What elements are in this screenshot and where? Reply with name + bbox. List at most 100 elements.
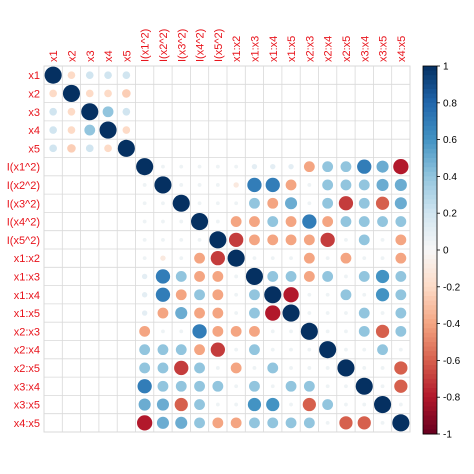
correlation-circle (395, 325, 407, 337)
correlation-circle (209, 231, 227, 249)
colorbar-segment (423, 424, 437, 430)
correlation-circle (161, 164, 165, 169)
colorbar-segment (423, 383, 437, 389)
colorbar-tick-label: 0.8 (443, 98, 457, 109)
colorbar-segment (423, 397, 437, 403)
correlation-circle (234, 347, 239, 352)
correlation-circle (249, 344, 260, 356)
correlation-circle (99, 121, 117, 139)
correlation-circle (289, 347, 293, 352)
correlation-circle (49, 126, 57, 134)
correlation-circle (122, 71, 131, 79)
correlation-circle (179, 183, 184, 187)
colorbar-segment (423, 121, 437, 127)
correlation-circle (355, 377, 373, 395)
colorbar-segment (423, 365, 437, 371)
correlation-circle (247, 397, 262, 412)
column-label: x1 (48, 50, 60, 62)
correlation-circle (377, 344, 388, 356)
correlation-circle (175, 344, 187, 356)
correlation-circle (67, 71, 76, 79)
correlation-circle (215, 366, 220, 370)
correlation-circle (376, 160, 389, 173)
colorbar-segment (423, 250, 437, 256)
colorbar-segment (423, 342, 437, 348)
correlation-circle (302, 214, 317, 229)
correlation-circle (227, 249, 245, 267)
correlation-circle (264, 286, 282, 304)
correlation-circle (172, 194, 190, 212)
correlation-circle (307, 292, 312, 297)
correlation-circle (307, 311, 312, 315)
correlation-circle (210, 251, 226, 266)
colorbar-segment (423, 181, 437, 187)
correlation-circle (375, 324, 390, 338)
correlation-circle (266, 397, 280, 412)
colorbar-segment (423, 208, 437, 214)
colorbar-segment (423, 158, 437, 164)
colorbar-segment (423, 277, 437, 283)
colorbar-segment (423, 70, 437, 76)
correlation-circle (234, 384, 239, 389)
colorbar-segment (423, 190, 437, 196)
row-label: x1:x2 (14, 253, 40, 265)
correlation-circle (380, 366, 385, 370)
correlation-circle (212, 417, 224, 429)
correlation-circle (194, 417, 205, 429)
correlation-circle (175, 289, 187, 301)
row-label: I(x2^2) (7, 180, 40, 192)
correlation-circle (142, 219, 147, 224)
correlation-circle (249, 325, 260, 337)
correlation-circle (303, 234, 315, 246)
correlation-circle (303, 161, 315, 173)
correlation-circle (161, 201, 165, 206)
correlation-circle (137, 379, 152, 394)
correlation-circle (265, 305, 281, 321)
correlation-circle (394, 178, 407, 191)
correlation-circle (139, 362, 151, 374)
correlation-circle (122, 126, 131, 134)
correlation-circle (344, 274, 348, 279)
correlation-circle (157, 307, 169, 319)
correlation-circle (212, 307, 224, 319)
correlation-circle (157, 344, 169, 356)
column-label: I(x3^2) (176, 29, 188, 62)
correlation-circle (230, 362, 242, 374)
correlation-circle (377, 216, 388, 227)
column-label: x4:x5 (396, 36, 408, 62)
correlation-circle (175, 380, 187, 392)
correlation-circle (117, 139, 135, 157)
row-label: x2:x4 (14, 345, 40, 357)
correlation-circle (85, 89, 94, 98)
colorbar-segment (423, 319, 437, 325)
correlation-circle (395, 216, 407, 227)
correlation-circle (175, 307, 188, 320)
correlation-circle (234, 164, 239, 169)
correlation-circle (307, 201, 312, 206)
correlation-circle (358, 197, 370, 209)
colorbar-segment (423, 328, 437, 334)
colorbar-segment (423, 355, 437, 361)
correlation-circle (344, 237, 348, 242)
row-label: x1:x4 (14, 290, 40, 302)
correlation-circle (337, 359, 355, 377)
colorbar-segment (423, 282, 437, 288)
correlation-circle (102, 106, 114, 118)
correlation-circle (375, 288, 390, 302)
correlation-circle (270, 329, 275, 334)
correlation-circle (175, 416, 188, 429)
column-label: x4 (103, 50, 115, 62)
colorbar-tick-label: 0 (443, 246, 449, 257)
correlation-circle (394, 197, 407, 210)
correlation-circle (307, 183, 312, 187)
column-label: x5 (121, 50, 133, 62)
correlation-circle (340, 289, 352, 301)
colorbar-segment (423, 332, 437, 338)
colorbar-segment (423, 245, 437, 251)
colorbar-tick-label: -0.2 (443, 282, 461, 293)
colorbar-segment (423, 420, 437, 426)
colorbar-segment (423, 346, 437, 352)
correlation-circle (122, 107, 131, 116)
colorbar-segment (423, 130, 437, 136)
colorbar-segment (423, 236, 437, 242)
